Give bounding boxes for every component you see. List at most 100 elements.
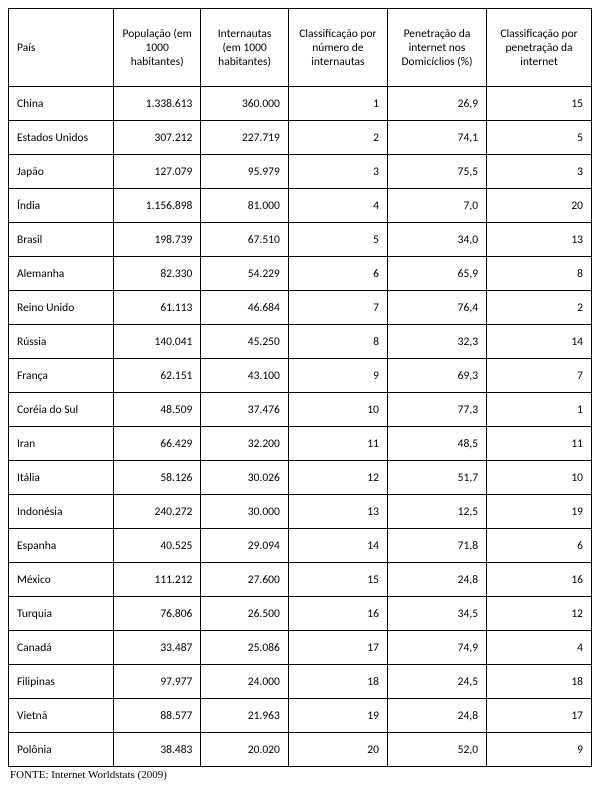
population-cell: 1.156.898 [113, 189, 200, 223]
users-cell: 81.000 [201, 189, 288, 223]
rank-penetration-cell: 6 [487, 529, 592, 563]
rank-penetration-cell: 19 [487, 495, 592, 529]
penetration-cell: 32,3 [387, 325, 486, 359]
table-row: China1.338.613360.000126,915 [9, 87, 592, 121]
country-cell: Japão [9, 155, 114, 189]
rank-penetration-cell: 11 [487, 427, 592, 461]
penetration-cell: 26,9 [387, 87, 486, 121]
penetration-cell: 7,0 [387, 189, 486, 223]
rank-penetration-cell: 17 [487, 699, 592, 733]
header-internet-users: Internautas (em 1000 habitantes) [201, 9, 288, 87]
table-row: Indonésia240.27230.0001312,519 [9, 495, 592, 529]
source-text: FONTE: Internet Worldstats (2009) [8, 769, 592, 781]
population-cell: 48.509 [113, 393, 200, 427]
table-row: Polônia38.48320.0202052,09 [9, 733, 592, 767]
rank-users-cell: 11 [288, 427, 387, 461]
rank-users-cell: 19 [288, 699, 387, 733]
penetration-cell: 74,1 [387, 121, 486, 155]
penetration-cell: 75,5 [387, 155, 486, 189]
penetration-cell: 69,3 [387, 359, 486, 393]
rank-penetration-cell: 18 [487, 665, 592, 699]
users-cell: 25.086 [201, 631, 288, 665]
table-row: França62.15143.100969,37 [9, 359, 592, 393]
population-cell: 240.272 [113, 495, 200, 529]
country-cell: Canadá [9, 631, 114, 665]
table-row: Espanha40.52529.0941471,86 [9, 529, 592, 563]
rank-penetration-cell: 20 [487, 189, 592, 223]
rank-penetration-cell: 15 [487, 87, 592, 121]
table-row: Rússia140.04145.250832,314 [9, 325, 592, 359]
country-cell: Índia [9, 189, 114, 223]
users-cell: 24.000 [201, 665, 288, 699]
rank-users-cell: 16 [288, 597, 387, 631]
users-cell: 32.200 [201, 427, 288, 461]
penetration-cell: 52,0 [387, 733, 486, 767]
country-cell: Brasil [9, 223, 114, 257]
population-cell: 82.330 [113, 257, 200, 291]
penetration-cell: 76,4 [387, 291, 486, 325]
country-cell: Polônia [9, 733, 114, 767]
country-cell: França [9, 359, 114, 393]
users-cell: 21.963 [201, 699, 288, 733]
population-cell: 66.429 [113, 427, 200, 461]
country-cell: México [9, 563, 114, 597]
population-cell: 140.041 [113, 325, 200, 359]
population-cell: 38.483 [113, 733, 200, 767]
users-cell: 46.684 [201, 291, 288, 325]
country-cell: Turquia [9, 597, 114, 631]
rank-users-cell: 2 [288, 121, 387, 155]
rank-users-cell: 17 [288, 631, 387, 665]
rank-penetration-cell: 3 [487, 155, 592, 189]
table-row: Brasil198.73967.510534,013 [9, 223, 592, 257]
rank-penetration-cell: 1 [487, 393, 592, 427]
rank-users-cell: 3 [288, 155, 387, 189]
users-cell: 45.250 [201, 325, 288, 359]
table-row: Índia1.156.89881.00047,020 [9, 189, 592, 223]
population-cell: 127.079 [113, 155, 200, 189]
users-cell: 95.979 [201, 155, 288, 189]
rank-users-cell: 20 [288, 733, 387, 767]
users-cell: 30.026 [201, 461, 288, 495]
rank-penetration-cell: 7 [487, 359, 592, 393]
rank-penetration-cell: 9 [487, 733, 592, 767]
population-cell: 88.577 [113, 699, 200, 733]
population-cell: 97.977 [113, 665, 200, 699]
rank-users-cell: 8 [288, 325, 387, 359]
rank-users-cell: 13 [288, 495, 387, 529]
population-cell: 58.126 [113, 461, 200, 495]
rank-users-cell: 1 [288, 87, 387, 121]
country-cell: Estados Unidos [9, 121, 114, 155]
header-rank-users: Classificação por número de internautas [288, 9, 387, 87]
penetration-cell: 34,5 [387, 597, 486, 631]
country-cell: Vietnã [9, 699, 114, 733]
table-row: Estados Unidos307.212227.719274,15 [9, 121, 592, 155]
penetration-cell: 12,5 [387, 495, 486, 529]
country-cell: Indonésia [9, 495, 114, 529]
table-row: Iran66.42932.2001148,511 [9, 427, 592, 461]
users-cell: 67.510 [201, 223, 288, 257]
population-cell: 198.739 [113, 223, 200, 257]
table-row: Coréia do Sul48.50937.4761077,31 [9, 393, 592, 427]
penetration-cell: 51,7 [387, 461, 486, 495]
rank-penetration-cell: 4 [487, 631, 592, 665]
penetration-cell: 24,8 [387, 699, 486, 733]
population-cell: 40.525 [113, 529, 200, 563]
penetration-cell: 24,5 [387, 665, 486, 699]
users-cell: 27.600 [201, 563, 288, 597]
penetration-cell: 65,9 [387, 257, 486, 291]
rank-penetration-cell: 2 [487, 291, 592, 325]
penetration-cell: 48,5 [387, 427, 486, 461]
population-cell: 1.338.613 [113, 87, 200, 121]
rank-users-cell: 7 [288, 291, 387, 325]
penetration-cell: 34,0 [387, 223, 486, 257]
rank-users-cell: 18 [288, 665, 387, 699]
rank-users-cell: 15 [288, 563, 387, 597]
country-cell: Alemanha [9, 257, 114, 291]
population-cell: 76.806 [113, 597, 200, 631]
population-cell: 111.212 [113, 563, 200, 597]
table-row: Itália58.12630.0261251,710 [9, 461, 592, 495]
users-cell: 29.094 [201, 529, 288, 563]
table-row: Turquia76.80626.5001634,512 [9, 597, 592, 631]
rank-users-cell: 6 [288, 257, 387, 291]
table-row: Vietnã88.57721.9631924,817 [9, 699, 592, 733]
